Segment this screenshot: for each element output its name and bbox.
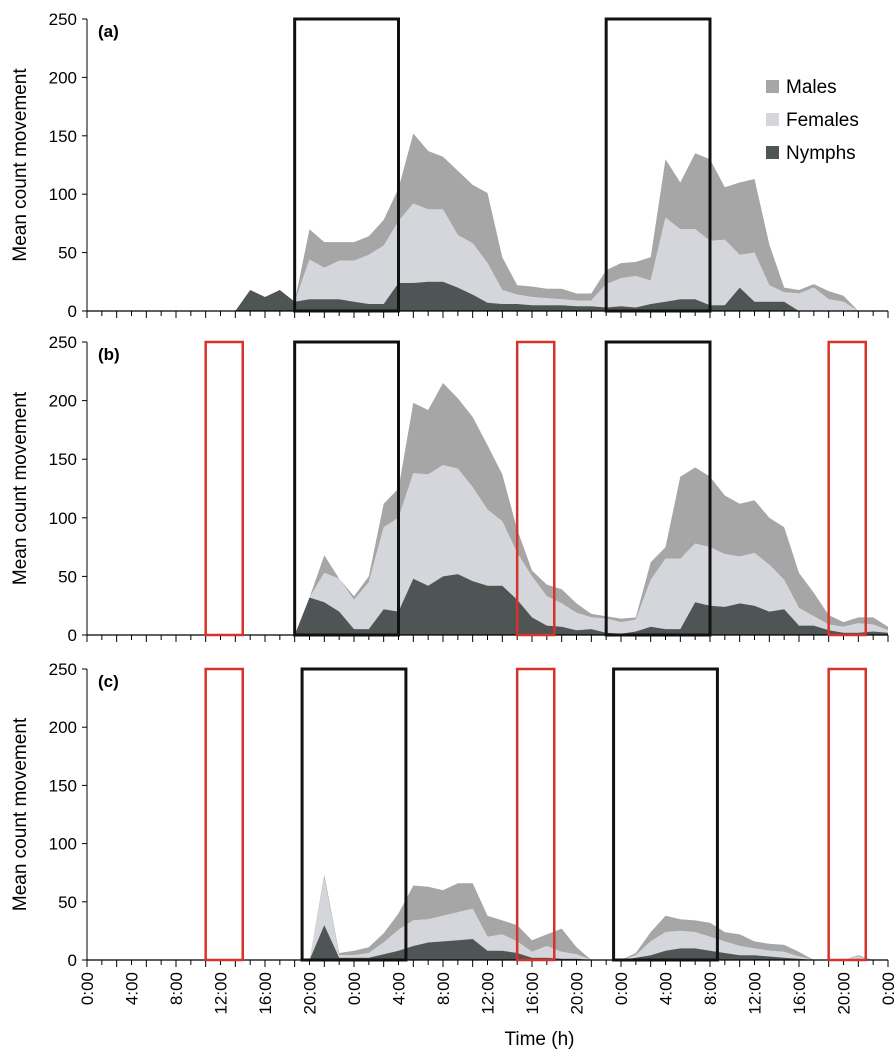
x-tick-label: 20:00: [835, 972, 854, 1015]
females-area-panel-1: [87, 203, 888, 311]
y-tick-label: 50: [58, 567, 77, 586]
y-tick-label: 150: [49, 450, 77, 469]
y-tick-label: 200: [49, 68, 77, 87]
panel-label: (b): [98, 345, 120, 364]
females-area-panel-2: [87, 465, 888, 635]
y-tick-label: 0: [68, 626, 77, 645]
males-area-panel-2: [87, 383, 888, 635]
x-tick-label: 16:00: [790, 972, 809, 1015]
x-tick-label: 0:00: [345, 972, 364, 1005]
y-tick-label: 50: [58, 893, 77, 912]
x-tick-label: 16:00: [523, 972, 542, 1015]
y-tick-label: 200: [49, 718, 77, 737]
red-period-box: [204, 340, 245, 637]
females-area-panel-3: [87, 878, 888, 960]
dark-period-box: [604, 340, 712, 637]
x-tick-label: 12:00: [479, 972, 498, 1015]
red-period-box: [827, 667, 868, 962]
panel-label: (a): [98, 22, 119, 41]
x-tick-label: 20:00: [568, 972, 587, 1015]
legend-label-nymphs: Nymphs: [786, 143, 856, 164]
y-tick-label: 250: [49, 660, 77, 679]
nymphs-area-panel-2: [87, 574, 888, 635]
legend-label-males: Males: [786, 77, 837, 98]
males-area-panel-1: [87, 133, 888, 311]
y-tick-label: 100: [49, 509, 77, 528]
y-axis-title: Mean count movement: [10, 391, 31, 585]
legend-swatch-males: [766, 80, 779, 93]
dark-period-box: [300, 667, 408, 962]
y-tick-label: 150: [49, 776, 77, 795]
y-tick-label: 200: [49, 392, 77, 411]
x-tick-label: 8:00: [701, 972, 720, 1005]
y-tick-label: 250: [49, 333, 77, 352]
dark-period-box: [293, 340, 400, 637]
red-period-box: [515, 340, 556, 637]
x-tick-label: 0:00: [879, 972, 896, 1005]
males-area-panel-3: [87, 875, 888, 960]
y-tick-label: 50: [58, 244, 77, 263]
x-tick-label: 8:00: [434, 972, 453, 1005]
red-period-box: [204, 667, 245, 962]
y-tick-label: 0: [68, 302, 77, 321]
x-tick-label: 4:00: [657, 972, 676, 1005]
y-tick-label: 0: [68, 951, 77, 970]
x-tick-label: 8:00: [167, 972, 186, 1005]
x-tick-label: 12:00: [746, 972, 765, 1015]
y-tick-label: 100: [49, 185, 77, 204]
x-tick-label: 4:00: [123, 972, 142, 1005]
red-period-box: [515, 667, 556, 962]
x-tick-label: 0:00: [612, 972, 631, 1005]
x-tick-label: 4:00: [390, 972, 409, 1005]
y-tick-label: 150: [49, 127, 77, 146]
y-axis-title: Mean count movement: [10, 68, 31, 262]
x-axis-title: Time (h): [504, 1029, 574, 1050]
y-tick-label: 250: [49, 10, 77, 29]
legend-swatch-nymphs: [766, 146, 779, 159]
dark-period-box: [293, 17, 400, 313]
dark-period-box: [612, 667, 719, 962]
nymphs-area-panel-1: [87, 281, 888, 311]
legend-label-females: Females: [786, 110, 859, 131]
panel-label: (c): [98, 672, 119, 691]
dark-period-box: [604, 17, 712, 313]
y-axis-title: Mean count movement: [10, 717, 31, 911]
x-tick-label: 12:00: [212, 972, 231, 1015]
x-tick-label: 0:00: [78, 972, 97, 1005]
legend-swatch-females: [766, 113, 779, 126]
nymphs-area-panel-3: [87, 925, 888, 960]
x-tick-label: 20:00: [301, 972, 320, 1015]
y-tick-label: 100: [49, 835, 77, 854]
red-period-box: [827, 340, 868, 637]
x-tick-label: 16:00: [256, 972, 275, 1015]
